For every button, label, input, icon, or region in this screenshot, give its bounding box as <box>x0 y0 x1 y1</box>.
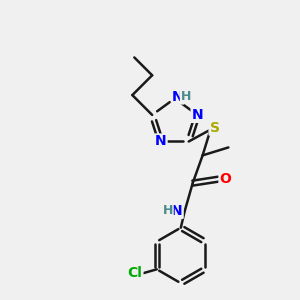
Text: H: H <box>181 90 191 103</box>
Text: O: O <box>220 172 231 186</box>
Text: N: N <box>171 204 183 218</box>
Text: N: N <box>192 108 203 122</box>
Text: N: N <box>172 89 184 103</box>
Text: H: H <box>163 204 173 217</box>
Text: S: S <box>209 121 220 135</box>
Text: N: N <box>155 134 166 148</box>
Text: Cl: Cl <box>128 266 142 280</box>
